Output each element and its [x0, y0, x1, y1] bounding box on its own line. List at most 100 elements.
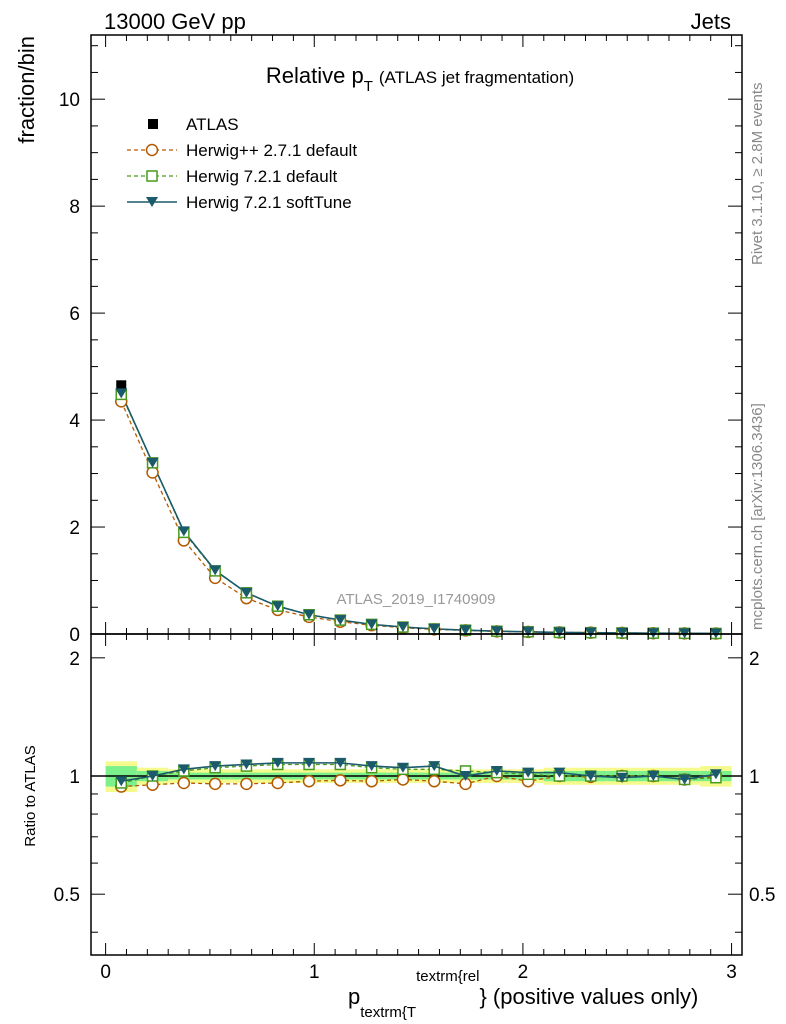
ratio-series-layer	[91, 757, 742, 793]
data-point-atlas	[116, 380, 127, 391]
ratio-point-herwigpp	[396, 773, 410, 786]
ratio-tick-label-left: 2	[69, 649, 80, 670]
ratio-point-softtune	[616, 772, 629, 783]
ratio-point-softtune	[553, 767, 566, 778]
ratio-point-softtune	[522, 767, 535, 778]
ratio-tick-label-right: 0.5	[749, 885, 775, 906]
ratio-point-herwigpp	[427, 774, 441, 788]
legend-label-herwigpp: Herwig++ 2.7.1 default	[186, 141, 357, 160]
ratio-point-herwigpp	[302, 774, 316, 788]
x-axis-label: ptextrm{T textrm{rel} (positive values on…	[348, 968, 698, 1021]
ratio-point-softtune	[709, 769, 722, 780]
ratio-tick-label-right: 2	[749, 649, 760, 670]
ratio-point-softtune	[209, 761, 222, 772]
ratio-point-softtune	[146, 771, 159, 782]
data-point-softtune	[522, 626, 535, 637]
ratio-point-softtune	[334, 757, 347, 768]
data-point-softtune	[365, 619, 378, 630]
legend-label-herwig721: Herwig 7.2.1 default	[186, 167, 337, 186]
ratio-point-herwigpp	[208, 777, 222, 791]
ratio-point-softtune	[647, 771, 660, 782]
legend-marker-herwigpp	[145, 143, 159, 157]
ratio-point-softtune	[115, 776, 128, 787]
axes-layer: 0 1 2 3 0 2 4 6 8 10 0.5 0.5 1 1 2 2	[54, 34, 775, 983]
ratio-tick-label-right: 1	[749, 767, 760, 788]
ratio-point-softtune	[490, 765, 503, 776]
data-point-herwigpp	[146, 466, 159, 479]
ratio-panel-frame	[90, 633, 743, 956]
title-main: Relative p	[266, 63, 364, 88]
ratio-point-herwigpp	[177, 776, 191, 790]
y-tick-label: 10	[59, 90, 80, 111]
legend: ATLAS Herwig++ 2.7.1 default Herwig 7.2.…	[127, 115, 357, 212]
header-left-label: 13000 GeV pp	[104, 9, 246, 34]
ratio-point-softtune	[428, 761, 441, 772]
analysis-watermark: ATLAS_2019_I1740909	[336, 591, 495, 608]
y-tick-label: 2	[69, 518, 80, 539]
legend-label-atlas: ATLAS	[186, 115, 239, 134]
data-point-softtune	[334, 615, 347, 626]
data-point-softtune	[584, 627, 597, 638]
ratio-point-softtune	[678, 774, 691, 785]
legend-marker-softtune	[146, 197, 158, 207]
legend-entry-atlas: ATLAS	[148, 115, 239, 134]
y-tick-label: 6	[69, 304, 80, 325]
x-label-sub: textrm{T	[360, 1004, 416, 1021]
x-tick-label: 1	[309, 962, 320, 983]
main-series-layer	[115, 380, 723, 640]
x-tick-label: 3	[726, 962, 737, 983]
x-tick-label: 2	[518, 962, 529, 983]
data-point-softtune	[616, 627, 629, 638]
ratio-point-herwigpp	[365, 774, 378, 788]
chart-title: Relative pT (ATLAS jet fragmentation)	[266, 63, 574, 95]
data-point-softtune	[115, 388, 128, 399]
ratio-point-softtune	[303, 757, 316, 768]
legend-label-softtune: Herwig 7.2.1 softTune	[186, 193, 352, 212]
ratio-point-softtune	[396, 762, 409, 773]
ratio-tick-label-left: 0.5	[54, 885, 80, 906]
data-point-softtune	[303, 609, 316, 620]
ratio-point-softtune	[177, 764, 190, 775]
ratio-point-herwigpp	[334, 774, 347, 787]
data-point-softtune	[240, 587, 253, 598]
data-point-softtune	[459, 625, 472, 636]
ratio-point-softtune	[240, 759, 253, 770]
ratio-line-softtune	[121, 762, 717, 782]
data-point-softtune	[146, 457, 159, 468]
legend-entry-softtune: Herwig 7.2.1 softTune	[127, 193, 352, 212]
header-right-label: Jets	[691, 9, 731, 34]
x-label-sup: textrm{rel	[416, 968, 479, 985]
ratio-point-herwigpp	[271, 776, 284, 790]
mcplots-label: mcplots.cern.ch [arXiv:1306.3436]	[749, 403, 766, 630]
data-point-softtune	[396, 622, 409, 633]
y-tick-label: 4	[69, 411, 80, 432]
legend-entry-herwig721: Herwig 7.2.1 default	[127, 167, 337, 186]
x-label-main: p	[348, 984, 360, 1009]
ratio-point-softtune	[365, 761, 378, 772]
data-point-softtune	[271, 601, 284, 612]
y-axis-label: fraction/bin	[14, 36, 39, 144]
data-point-softtune	[209, 565, 222, 576]
title-sub: T	[364, 78, 373, 95]
y-tick-label: 0	[69, 625, 80, 646]
data-point-softtune	[553, 627, 566, 638]
title-paren: (ATLAS jet fragmentation)	[379, 68, 574, 87]
legend-marker-herwig721	[146, 170, 158, 182]
ratio-point-herwigpp	[240, 777, 253, 791]
ratio-point-softtune	[271, 757, 284, 768]
data-point-softtune	[428, 623, 441, 634]
y-tick-label: 8	[69, 197, 80, 218]
data-point-softtune	[490, 626, 503, 637]
rivet-version-label: Rivet 3.1.10, ≥ 2.8M events	[749, 83, 766, 266]
x-tick-label: 0	[100, 962, 111, 983]
ratio-point-softtune	[584, 771, 597, 782]
ratio-y-axis-label: Ratio to ATLAS	[22, 745, 39, 846]
legend-marker-atlas	[148, 119, 158, 129]
x-label-tail: } (positive values only)	[479, 984, 698, 1009]
ratio-tick-label-left: 1	[69, 767, 80, 788]
data-point-softtune	[647, 628, 660, 639]
ratio-point-softtune	[459, 771, 472, 782]
data-point-softtune	[177, 526, 190, 537]
legend-entry-herwigpp: Herwig++ 2.7.1 default	[127, 141, 357, 160]
